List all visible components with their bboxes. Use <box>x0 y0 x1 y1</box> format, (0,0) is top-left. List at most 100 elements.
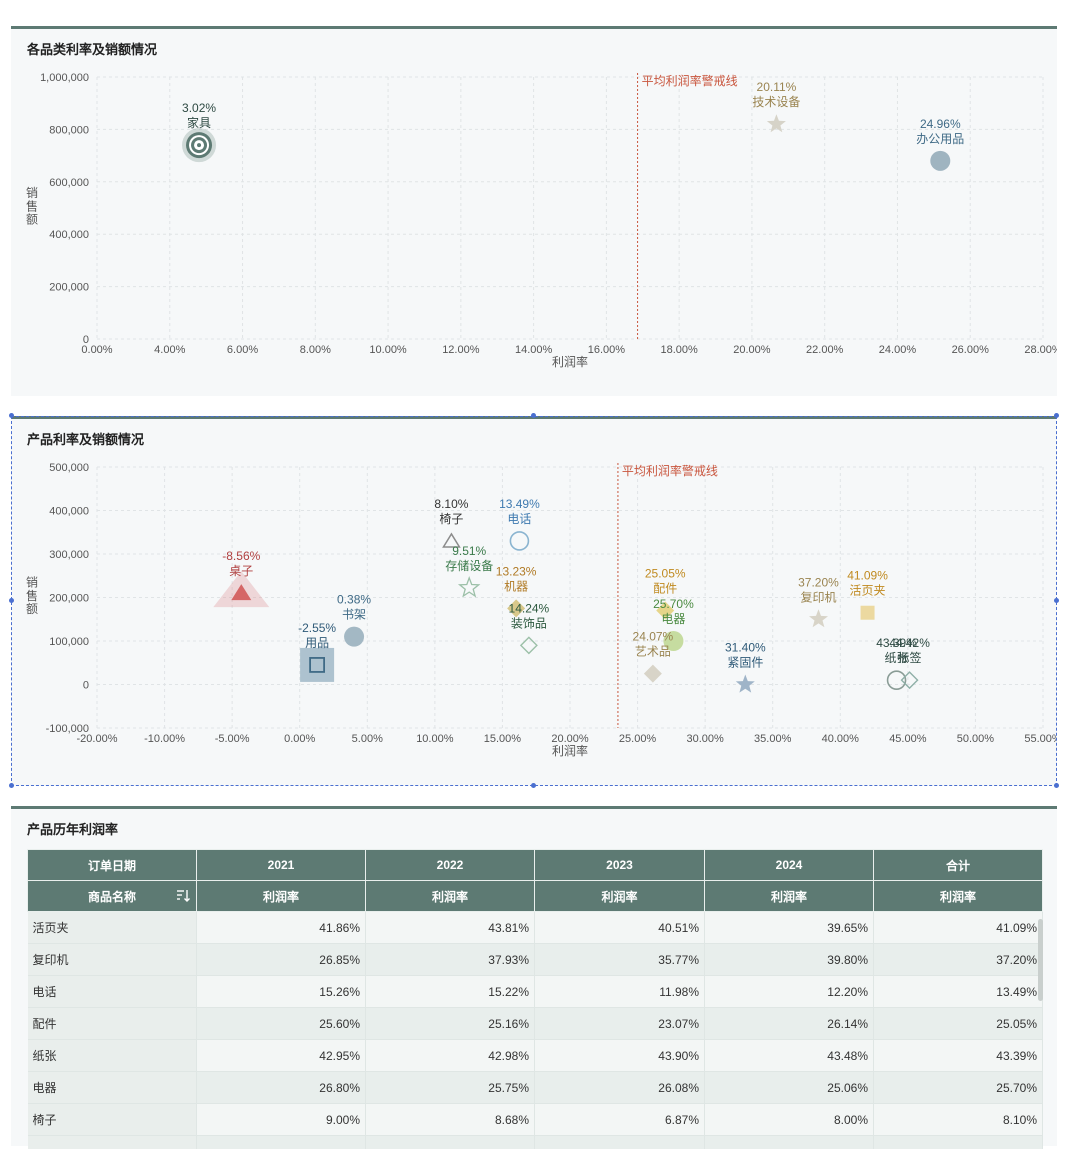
x-tick-label: 25.00% <box>619 733 657 745</box>
value-cell: 41.09% <box>874 912 1043 944</box>
point-name-label: 办公用品 <box>916 131 964 146</box>
header-metric: 利润率 <box>705 881 874 912</box>
header-year: 2023 <box>535 850 705 881</box>
resize-handle-tm[interactable] <box>531 413 536 418</box>
data-point: 20.11%技术设备 <box>752 80 800 132</box>
category-chart-panel: 各品类利率及销额情况 0.00%4.00%6.00%8.00%10.00%12.… <box>11 26 1057 396</box>
table-title: 产品历年利润率 <box>27 819 118 838</box>
average-profit-warning-label: 平均利润率警戒线 <box>622 463 718 478</box>
sort-descending-icon[interactable] <box>176 889 190 905</box>
point-percent-label: 8.10% <box>434 497 468 511</box>
point-percent-label: 24.07% <box>633 630 674 644</box>
point-percent-label: -8.56% <box>222 549 260 563</box>
x-tick-label: 12.00% <box>442 344 480 356</box>
value-cell: 25.06% <box>705 1072 874 1104</box>
point-name-label: 用品 <box>305 636 329 650</box>
value-cell: 25.05% <box>874 1008 1043 1040</box>
point-marker <box>344 627 364 647</box>
point-name-label: 电器 <box>661 612 685 626</box>
x-tick-label: 28.00% <box>1024 344 1057 356</box>
average-profit-warning-label: 平均利润率警戒线 <box>642 73 738 88</box>
value-cell: 25.70% <box>874 1072 1043 1104</box>
x-tick-label: 10.00% <box>416 733 454 745</box>
table-row[interactable]: 电器 26.80% 25.75% 26.08% 25.06% 25.70% <box>28 1072 1043 1104</box>
product-name-cell: 纸张 <box>28 1040 197 1072</box>
header-total: 合计 <box>874 850 1043 881</box>
data-points: -8.56%桌子-2.55%用品0.38%书架8.10%椅子9.51%存储设备1… <box>213 497 930 693</box>
header-row-metric: 商品名称 利润率 利润率 利润率 利润率 利润率 <box>28 881 1043 912</box>
point-percent-label: -2.55% <box>298 621 336 635</box>
header-metric: 利润率 <box>535 881 705 912</box>
point-percent-label: 41.09% <box>847 569 888 583</box>
value-cell: 25.75% <box>366 1072 535 1104</box>
resize-handle-br[interactable] <box>1054 783 1059 788</box>
value-cell: 15.26% <box>197 976 366 1008</box>
resize-handle-bl[interactable] <box>9 783 14 788</box>
resize-handle-mr[interactable] <box>1054 598 1059 603</box>
x-tick-label: 45.00% <box>889 733 927 745</box>
header-product-name[interactable]: 商品名称 <box>28 881 197 912</box>
product-chart-panel: 产品利率及销额情况 -20.00%-10.00%-5.00%0.00%5.00%… <box>11 416 1057 786</box>
point-name-label: 存储设备 <box>445 558 493 573</box>
point-percent-label: 13.23% <box>496 564 537 578</box>
header-year: 2022 <box>366 850 535 881</box>
value-cell: 26.14% <box>705 1008 874 1040</box>
x-tick-label: 6.00% <box>227 344 258 356</box>
value-cell <box>535 1136 705 1149</box>
value-cell: 23.07% <box>535 1008 705 1040</box>
data-point: 41.09%活页夹 <box>847 569 888 620</box>
x-tick-label: 10.00% <box>369 344 407 356</box>
resize-handle-ml[interactable] <box>9 598 14 603</box>
point-marker <box>861 606 875 620</box>
value-cell <box>197 1136 366 1149</box>
table-row[interactable]: 复印机 26.85% 37.93% 35.77% 39.80% 37.20% <box>28 944 1043 976</box>
point-name-label: 技术设备 <box>752 95 800 109</box>
table-row[interactable] <box>28 1136 1043 1149</box>
header-metric: 利润率 <box>366 881 535 912</box>
header-metric: 利润率 <box>874 881 1043 912</box>
header-row-years: 订单日期 2021 2022 2023 2024 合计 <box>28 850 1043 881</box>
point-name-label: 标签 <box>898 650 922 665</box>
value-cell: 25.60% <box>197 1008 366 1040</box>
table-row[interactable]: 活页夹 41.86% 43.81% 40.51% 39.65% 41.09% <box>28 912 1043 944</box>
header-metric: 利润率 <box>197 881 366 912</box>
point-percent-label: 0.38% <box>337 593 371 607</box>
resize-handle-bm[interactable] <box>531 783 536 788</box>
table-scroll-area[interactable]: 订单日期 2021 2022 2023 2024 合计 商品名称 利润率 <box>27 849 1043 1149</box>
value-cell: 43.39% <box>874 1040 1043 1072</box>
vertical-scrollbar[interactable] <box>1038 919 1043 1001</box>
resize-handle-tr[interactable] <box>1054 413 1059 418</box>
x-tick-label: 55.00% <box>1024 733 1057 745</box>
x-tick-label: 35.00% <box>754 733 792 745</box>
table-row[interactable]: 配件 25.60% 25.16% 23.07% 26.14% 25.05% <box>28 1008 1043 1040</box>
table-panel: 产品历年利润率 订单日期 2021 2022 2023 2024 合计 商品名称 <box>11 806 1057 1146</box>
table-row[interactable]: 电话 15.26% 15.22% 11.98% 12.20% 13.49% <box>28 976 1043 1008</box>
point-percent-label: 31.40% <box>725 641 766 655</box>
value-cell: 42.95% <box>197 1040 366 1072</box>
point-percent-label: 9.51% <box>452 544 486 558</box>
point-name-label: 装饰品 <box>511 616 547 630</box>
y-tick-label: 400,000 <box>49 506 89 518</box>
y-tick-label: 800,000 <box>49 124 89 136</box>
table-row[interactable]: 椅子 9.00% 8.68% 6.87% 8.00% 8.10% <box>28 1104 1043 1136</box>
x-tick-label: 40.00% <box>822 733 860 745</box>
table-row[interactable]: 纸张 42.95% 42.98% 43.90% 43.48% 43.39% <box>28 1040 1043 1072</box>
product-name-cell: 配件 <box>28 1008 197 1040</box>
data-point: -2.55%用品 <box>298 621 336 682</box>
point-name-label: 配件 <box>653 582 677 596</box>
data-point: 13.49%电话 <box>499 497 540 550</box>
value-cell: 26.85% <box>197 944 366 976</box>
value-cell: 12.20% <box>705 976 874 1008</box>
point-percent-label: 3.02% <box>182 101 216 115</box>
product-name-cell: 椅子 <box>28 1104 197 1136</box>
product-name-cell: 复印机 <box>28 944 197 976</box>
data-point: 0.38%书架 <box>337 593 371 647</box>
point-name-label: 紧固件 <box>727 656 763 670</box>
x-tick-label: 18.00% <box>660 344 698 356</box>
point-name-label: 复印机 <box>800 590 836 604</box>
x-axis-title: 利润率 <box>552 743 588 758</box>
data-point: 37.20%复印机 <box>798 575 839 627</box>
point-marker <box>736 675 755 693</box>
resize-handle-tl[interactable] <box>9 413 14 418</box>
